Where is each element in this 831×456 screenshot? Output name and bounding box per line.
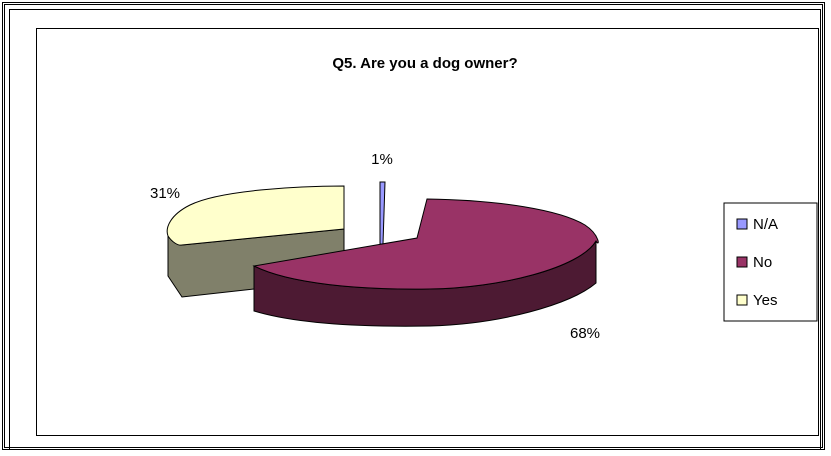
legend-swatch-na (736, 218, 748, 230)
pie-slice-yes-top (166, 185, 345, 246)
legend-label-na: N/A (753, 216, 778, 233)
data-label-yes: 31% (150, 185, 180, 202)
chart-title: Q5. Are you a dog owner? (332, 55, 517, 72)
inner-frame (9, 9, 821, 450)
legend-label-no: No (753, 254, 772, 271)
data-label-na: 1% (371, 151, 393, 168)
legend-swatch-no (736, 256, 748, 268)
pie-slice-no-top (252, 198, 599, 290)
outer-frame (2, 2, 825, 450)
legend-swatch-yes (736, 294, 748, 306)
pie-slice-na-top (379, 181, 386, 245)
data-label-no: 68% (570, 325, 600, 342)
pie-slice-na (379, 181, 386, 247)
legend-label-yes: Yes (753, 292, 777, 309)
pie-slice-no (252, 198, 599, 327)
legend: N/A No Yes (723, 202, 818, 322)
